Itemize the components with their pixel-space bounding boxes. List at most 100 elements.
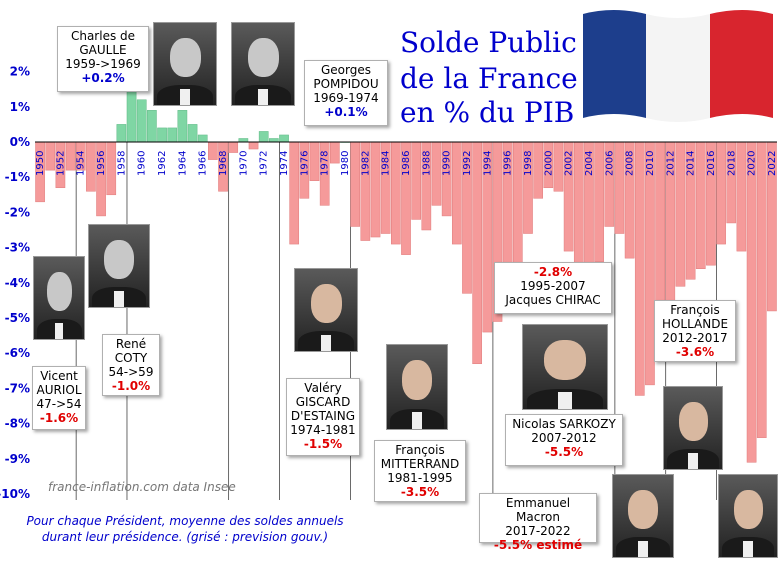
de-gaulle-card: Charles de GAULLE 1959->1969 +0.2% (57, 26, 149, 92)
x-tick-label: 1984 (381, 151, 392, 176)
bar-2019 (736, 141, 747, 252)
bar-1991 (451, 141, 462, 245)
card-name: COTY (114, 351, 148, 365)
y-tick-label: -5% (5, 311, 30, 325)
card-average: -1.0% (111, 379, 151, 393)
card-name: Charles de (70, 29, 136, 43)
bar-1957 (106, 141, 117, 196)
x-tick-label: 1952 (55, 151, 66, 176)
x-tick-label: 2018 (726, 151, 737, 176)
bar-2011 (655, 141, 665, 326)
macron-portrait (718, 474, 778, 558)
bar-1979 (330, 141, 340, 164)
x-tick-label: 1982 (360, 151, 371, 176)
bar-1972 (258, 131, 269, 143)
bar-1967 (208, 141, 218, 160)
card-name: Nicolas SARKOZY (512, 417, 616, 431)
x-tick-label: 1950 (35, 151, 46, 176)
bar-1962 (157, 127, 167, 143)
card-years: 2017-2022 (505, 524, 571, 538)
bar-1963 (167, 127, 178, 143)
card-average: -5.5% (544, 445, 584, 459)
pompidou-card: Georges POMPIDOU 1969-1974 +0.1% (304, 60, 388, 126)
note-line-1: Pour chaque Président, moyenne des solde… (26, 514, 344, 528)
bar-1966 (197, 134, 208, 143)
y-axis-ticks: 2% 1% 0% -1% -2% -3% -4% -5% -6% -7% -8% -9% -10% (0, 65, 30, 501)
card-years: 47->54 (36, 397, 82, 411)
chart-title-line-3: en % du PIB (400, 96, 575, 129)
giscard-portrait (294, 268, 358, 352)
sarkozy-card: Nicolas SARKOZY 2007-2012 -5.5% (505, 414, 623, 466)
x-tick-label: 1968 (218, 151, 229, 176)
y-tick-label: -6% (5, 346, 30, 360)
bar-1977 (309, 141, 320, 181)
auriol-card: Vicent AURIOL 47->54 -1.6% (32, 366, 86, 430)
y-tick-label: 2% (10, 65, 30, 79)
card-name: GAULLE (79, 43, 127, 57)
card-average: +0.1% (324, 105, 368, 119)
y-tick-label: -8% (5, 417, 30, 431)
x-tick-label: 2016 (706, 151, 717, 176)
x-tick-label: 2008 (625, 151, 636, 176)
coty-portrait (88, 224, 150, 308)
x-tick-label: 1978 (320, 151, 331, 176)
x-tick-label: 1966 (198, 151, 209, 176)
x-tick-label: 1976 (299, 151, 310, 176)
card-years: 2007-2012 (531, 431, 597, 445)
card-years: 1981-1995 (387, 471, 453, 485)
x-tick-label: 2006 (604, 151, 615, 176)
x-tick-label: 1994 (482, 151, 493, 176)
card-name: D'ESTAING (290, 409, 356, 423)
x-tick-label: 1964 (177, 151, 188, 176)
bar-1993 (472, 141, 482, 365)
card-name: GISCARD (295, 395, 351, 409)
card-name: René (115, 337, 147, 351)
bar-2017 (716, 141, 726, 245)
x-tick-label: 1954 (76, 151, 87, 176)
sarkozy-portrait (612, 474, 674, 558)
bar-2015 (695, 141, 706, 269)
bar-2005 (594, 141, 604, 262)
x-tick-label: 1980 (340, 151, 351, 176)
card-years: 1969-1974 (313, 91, 379, 105)
y-tick-label: -4% (5, 276, 30, 290)
card-years: 2012-2017 (662, 331, 728, 345)
y-tick-label: 1% (10, 100, 30, 114)
x-tick-label: 1960 (137, 151, 148, 176)
card-average: -1.5% (303, 437, 343, 451)
card-average: -1.6% (39, 411, 79, 425)
bar-2021 (756, 141, 767, 438)
bar-2020 (746, 141, 757, 463)
card-name: François (670, 303, 720, 317)
mitterrand-portrait (386, 344, 448, 430)
bar-2009 (634, 141, 645, 396)
bar-2013 (675, 141, 686, 287)
y-tick-label: -10% (0, 487, 30, 501)
bar-1970 (238, 138, 249, 143)
x-tick-label: 2000 (543, 151, 554, 176)
x-tick-label: 2002 (564, 151, 575, 176)
bar-1997 (512, 141, 523, 269)
chirac-card: -2.8% 1995-2007 Jacques CHIRAC (494, 262, 612, 314)
bar-1985 (391, 141, 401, 245)
bar-2001 (553, 141, 564, 192)
bar-1971 (248, 141, 259, 150)
card-years: 1974-1981 (290, 423, 356, 437)
bar-1959 (126, 88, 137, 143)
card-name: François (395, 443, 445, 457)
x-tick-label: 1962 (157, 151, 168, 176)
card-average: -3.5% (400, 485, 440, 499)
bar-1989 (431, 141, 442, 206)
card-name: Vicent (40, 369, 78, 383)
card-years: 54->59 (108, 365, 154, 379)
x-tick-label: 1956 (96, 151, 107, 176)
card-years: 1995-2007 (520, 279, 586, 293)
chirac-portrait (522, 324, 608, 410)
y-tick-label: -1% (5, 170, 30, 184)
french-flag (583, 10, 773, 122)
bars (35, 88, 777, 463)
y-tick-label: -9% (5, 452, 30, 466)
bar-1955 (86, 141, 96, 192)
bar-1974 (279, 134, 289, 143)
